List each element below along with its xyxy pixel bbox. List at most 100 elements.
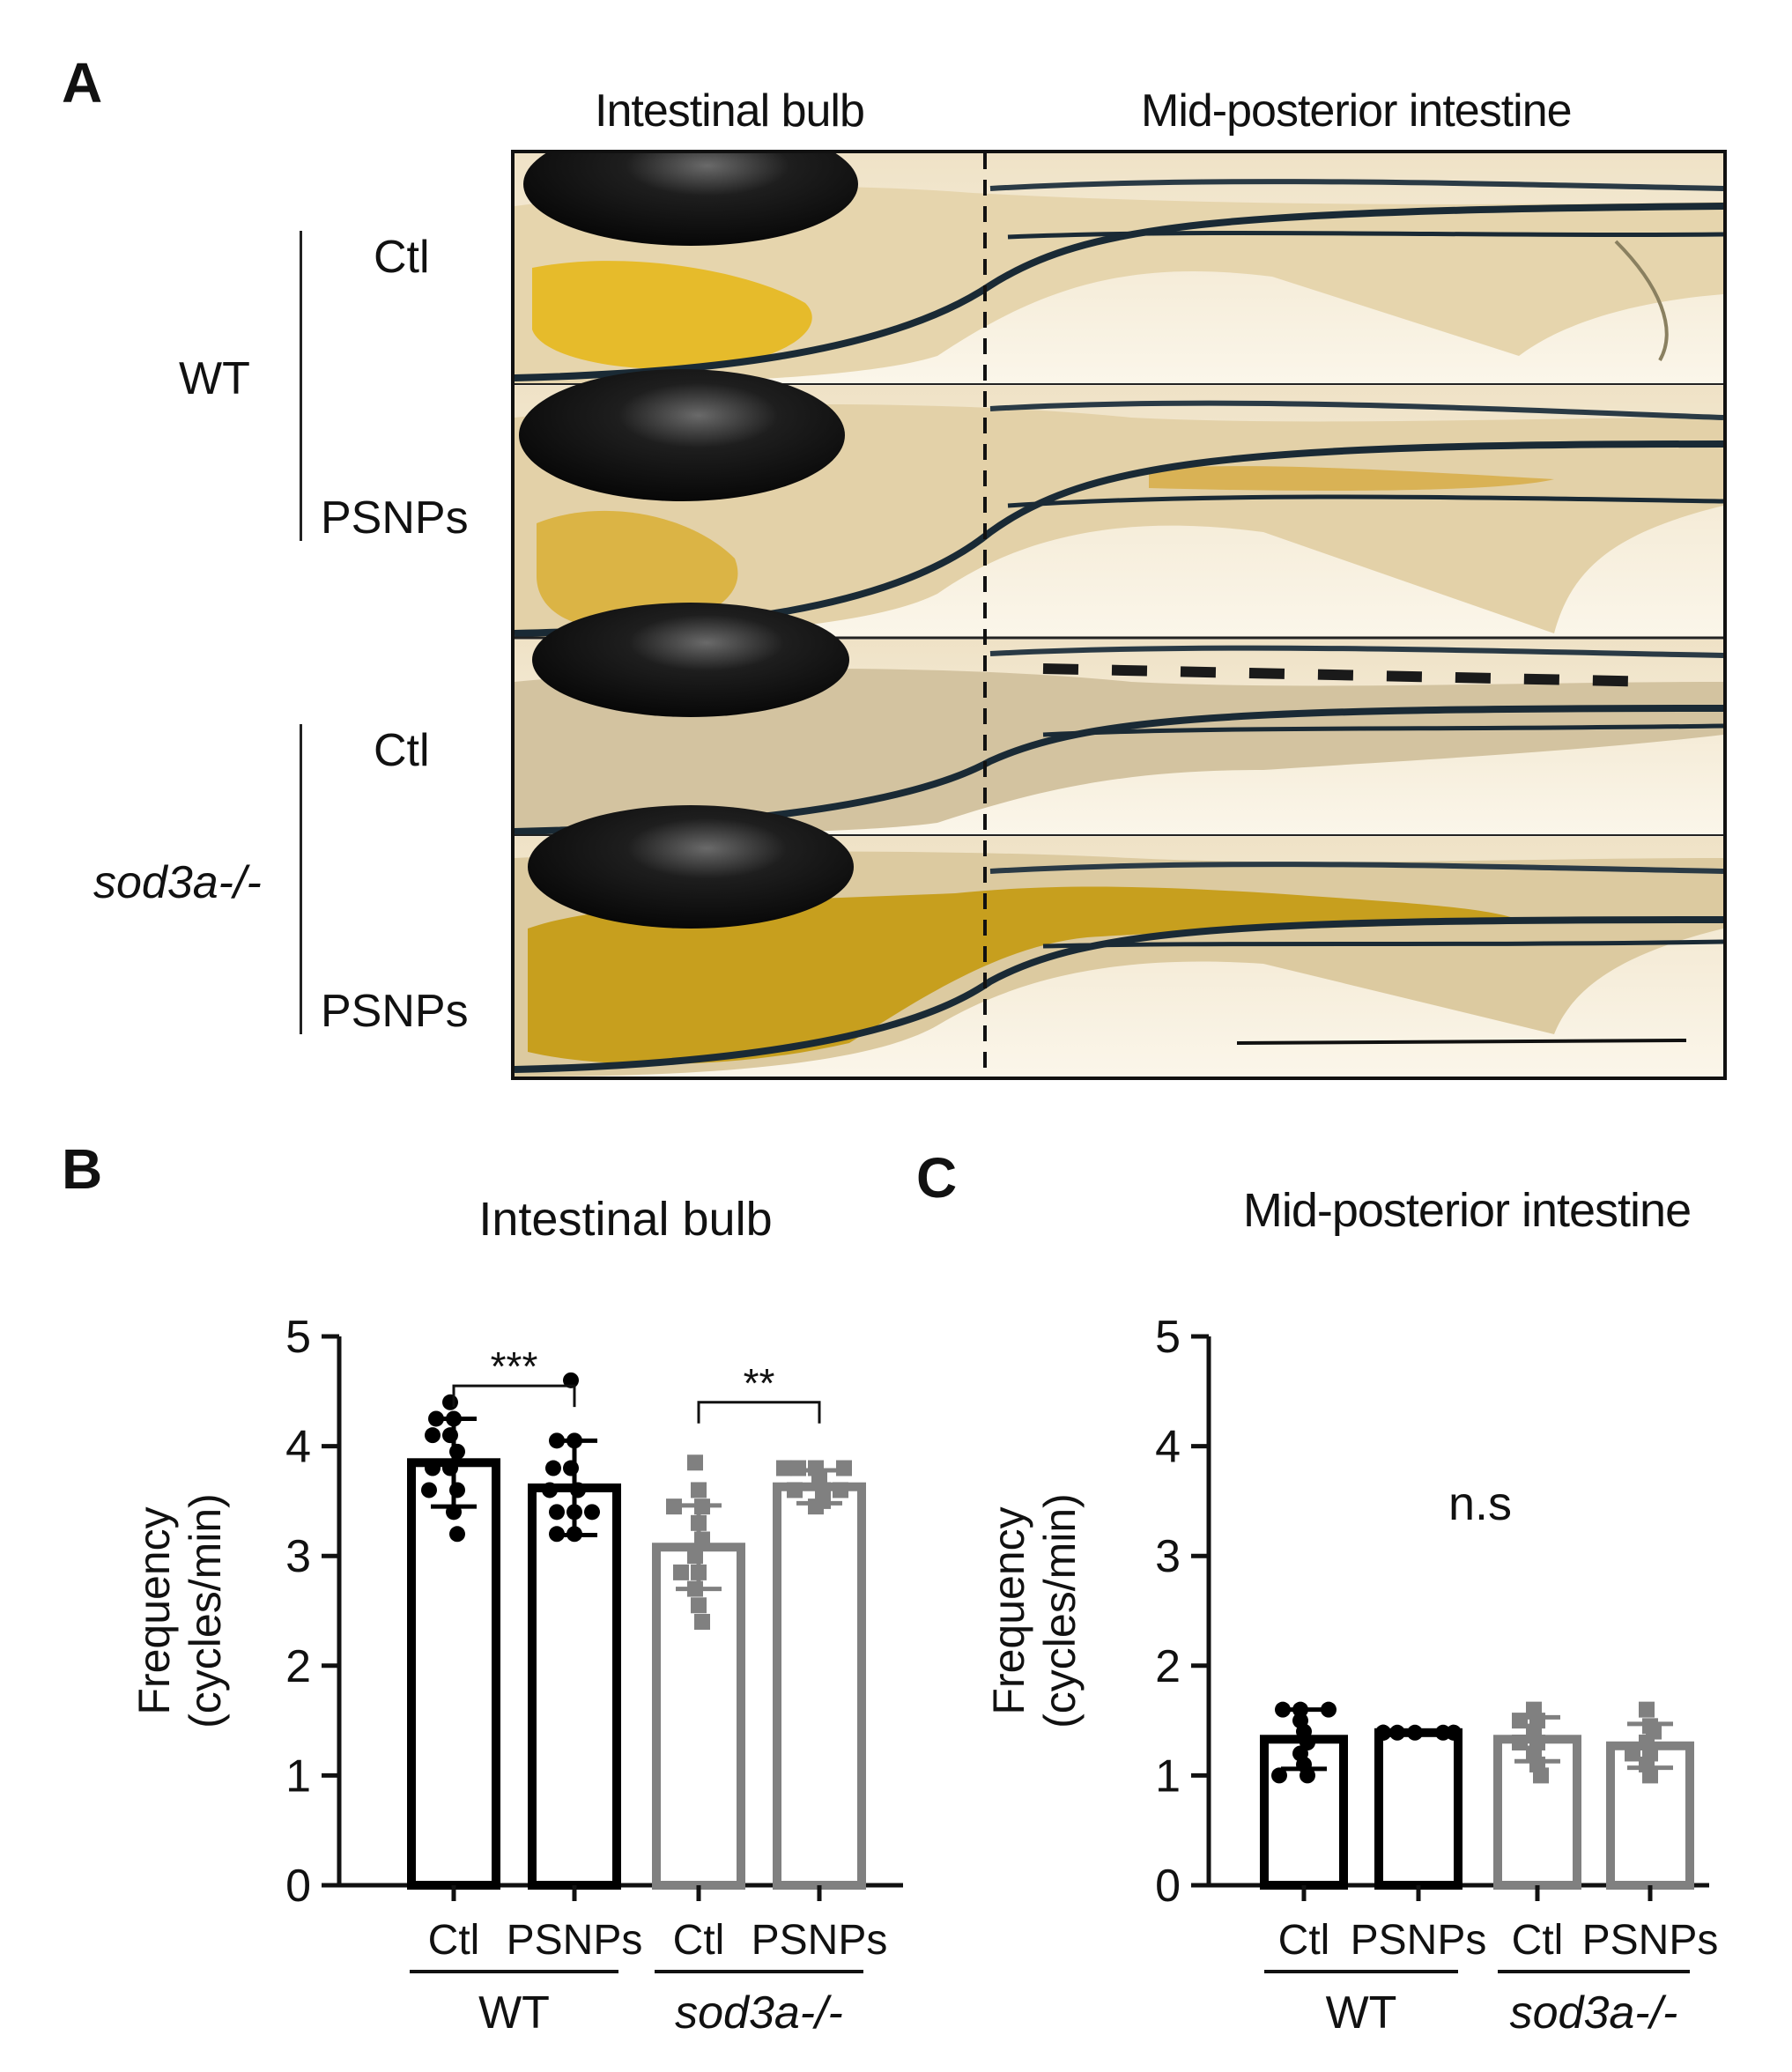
data-point [1389, 1724, 1405, 1741]
y-tick-label: 1 [1155, 1750, 1181, 1802]
data-point [790, 1460, 806, 1476]
group-label: sod3a-/- [1510, 1987, 1678, 2039]
data-point [691, 1564, 707, 1580]
data-point [836, 1460, 852, 1476]
x-tick-label: Ctl [673, 1917, 725, 1964]
data-point [694, 1531, 710, 1548]
panel-label-b: B [62, 1137, 103, 1201]
chart-panel-c: Mid-posterior intestine Frequency (cycles/… [984, 1184, 1718, 2039]
chart-panel-b: Intestinal bulb Frequency (cycles/min) 0 1 2 3… [130, 1193, 903, 2039]
x-tick-label: PSNPs [507, 1917, 643, 1964]
data-point [691, 1514, 707, 1531]
data-point [1446, 1724, 1462, 1741]
column-header-intestinal-bulb: Intestinal bulb [595, 85, 865, 137]
y-tick-label: 2 [1155, 1641, 1181, 1692]
data-point [584, 1504, 600, 1521]
y-axis-label-line1: Frequency [984, 1506, 1033, 1714]
data-point [1625, 1745, 1640, 1762]
row-label-sod3a-psnps: PSNPs [321, 986, 469, 1037]
y-tick-label: 3 [1155, 1531, 1181, 1582]
fill-sod3a-psnps [528, 886, 1519, 1064]
data-point [563, 1372, 579, 1388]
group-label: WT [478, 1987, 550, 2039]
data-point [425, 1460, 441, 1476]
data-point [542, 1482, 558, 1498]
data-point [442, 1394, 458, 1410]
y-tick-label: 2 [285, 1641, 311, 1692]
larva-micrograph [511, 150, 1727, 1080]
group-label: sod3a-/- [675, 1987, 843, 2039]
significance-label: ** [744, 1360, 775, 1406]
bar [773, 1482, 866, 1890]
micrograph-sod3a-psnps [515, 805, 1723, 1077]
data-point [666, 1498, 682, 1515]
bar [407, 1458, 500, 1890]
group-bracket-wt [300, 231, 302, 541]
data-point [673, 1564, 689, 1580]
group-label-sod3a: sod3a-/- [93, 857, 262, 908]
x-tick-label: PSNPs [1351, 1917, 1487, 1964]
group-bracket-sod3a [300, 724, 302, 1034]
data-point [687, 1454, 703, 1471]
x-tick-label: PSNPs [752, 1917, 888, 1964]
data-point [1512, 1713, 1528, 1729]
row-label-wt-psnps: PSNPs [321, 492, 469, 544]
significance-label: *** [491, 1343, 538, 1389]
significance-bracket [697, 1401, 821, 1424]
data-point [776, 1460, 792, 1476]
panel-label-c: C [916, 1146, 958, 1210]
data-point [442, 1427, 458, 1444]
data-point [691, 1482, 707, 1498]
bar [528, 1483, 621, 1890]
data-point [570, 1482, 586, 1498]
y-tick-label: 0 [285, 1861, 311, 1912]
data-point [1642, 1767, 1658, 1784]
data-point [446, 1504, 462, 1521]
y-tick-label: 4 [1155, 1422, 1181, 1473]
data-point [549, 1504, 565, 1521]
y-tick-label: 1 [285, 1750, 311, 1802]
data-point [1512, 1735, 1528, 1751]
bar [1374, 1728, 1462, 1891]
group-label-wt: WT [179, 353, 250, 404]
row-label-sod3a-ctl: Ctl [374, 725, 430, 776]
micrograph-wt-psnps [515, 369, 1723, 638]
data-point [687, 1548, 703, 1565]
data-point [687, 1580, 703, 1597]
chart-title: Intestinal bulb [478, 1193, 772, 1246]
data-point [694, 1613, 710, 1630]
data-point [787, 1482, 803, 1498]
data-point [1292, 1701, 1308, 1718]
data-point [428, 1410, 444, 1427]
data-point [563, 1460, 579, 1476]
y-tick-label: 4 [285, 1422, 311, 1473]
data-point [1533, 1767, 1549, 1784]
data-point [442, 1460, 458, 1476]
data-point [1407, 1724, 1423, 1741]
y-axis-label-line2: (cycles/min) [181, 1493, 230, 1728]
data-point [449, 1526, 465, 1543]
y-tick-label: 5 [1155, 1312, 1181, 1363]
scale-bar [1236, 1039, 1687, 1045]
data-point [421, 1482, 437, 1498]
data-point [549, 1526, 565, 1543]
data-point [545, 1460, 561, 1476]
x-tick-label: Ctl [1278, 1917, 1330, 1964]
column-header-mid-posterior: Mid-posterior intestine [1141, 85, 1573, 137]
y-axis-label-line1: Frequency [130, 1506, 179, 1714]
x-tick-label: Ctl [428, 1917, 480, 1964]
data-point [1375, 1724, 1391, 1741]
data-point [449, 1482, 465, 1498]
data-point [1271, 1767, 1287, 1784]
y-tick-label: 3 [285, 1531, 311, 1582]
row-label-wt-ctl: Ctl [374, 232, 430, 283]
y-tick-label: 5 [285, 1312, 311, 1363]
ns-annotation: n.s [1448, 1477, 1512, 1530]
y-tick-label: 0 [1155, 1861, 1181, 1912]
data-point [566, 1526, 582, 1543]
data-point [449, 1443, 465, 1460]
x-tick-label: Ctl [1512, 1917, 1564, 1964]
data-point [549, 1432, 565, 1449]
data-point [425, 1427, 441, 1444]
data-point [808, 1498, 824, 1515]
